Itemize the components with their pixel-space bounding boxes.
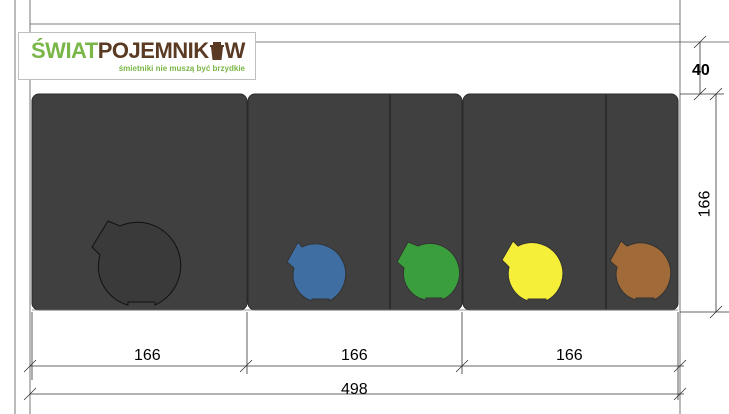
logo-tagline: śmietniki nie muszą być brzydkie (118, 64, 245, 73)
tick-a4 (673, 359, 687, 373)
logo-word-pojemnik: POJEMNIK (97, 38, 209, 63)
dim-label-section-2: 166 (341, 347, 368, 364)
brown-bin (609, 240, 672, 301)
dim-label-box-height: 166 (696, 190, 714, 218)
logo-title: ŚWIATPOJEMNIK W (31, 39, 245, 63)
logo-word-end: W (224, 38, 246, 63)
brand-logo: ŚWIATPOJEMNIK W śmietniki nie muszą być b… (18, 32, 256, 80)
logo-word-swiat: ŚWIAT (31, 38, 98, 63)
trash-bin-icon (209, 42, 224, 60)
bins (91, 220, 672, 306)
tick-c1 (693, 35, 707, 49)
black-bin (91, 220, 182, 306)
yellow-bin (501, 240, 564, 302)
tick-b1 (23, 387, 37, 401)
blue-bin (286, 241, 347, 302)
tick-b2 (673, 387, 687, 401)
dim-label-total: 498 (341, 381, 368, 398)
dim-label-section-3: 166 (556, 347, 583, 364)
tick-a2 (239, 359, 253, 373)
dimension-lines (23, 35, 729, 401)
dim-label-top-height: 40 (692, 62, 710, 79)
dim-label-section-1: 166 (134, 347, 161, 364)
tick-a1 (23, 359, 37, 373)
green-bin (396, 241, 461, 301)
